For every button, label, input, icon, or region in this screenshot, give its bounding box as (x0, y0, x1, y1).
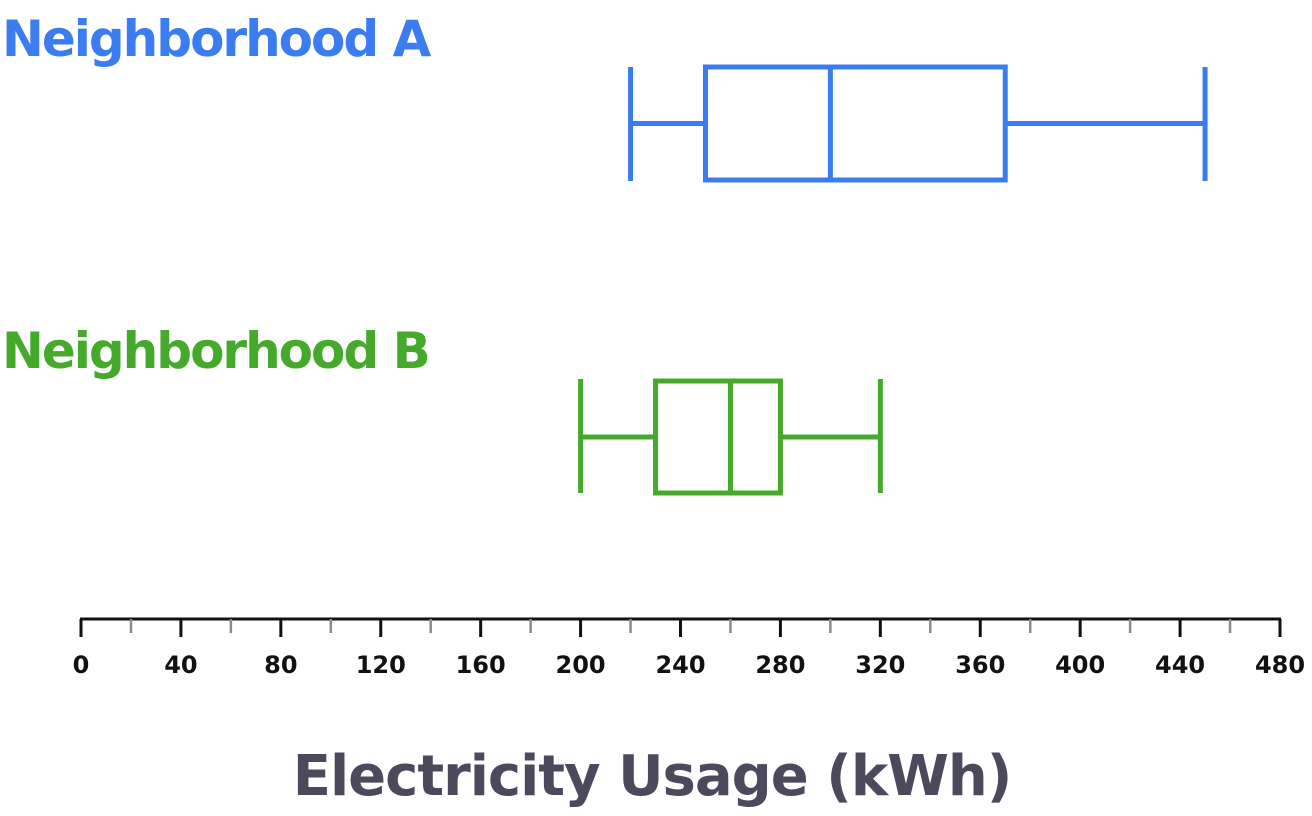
tick-label: 360 (955, 651, 1005, 679)
tick-label: 320 (855, 651, 905, 679)
tick-label: 80 (264, 651, 297, 679)
tick-label: 400 (1055, 651, 1105, 679)
tick-label: 440 (1155, 651, 1205, 679)
series-label-neighborhood-b: Neighborhood B (2, 322, 429, 380)
tick-label: 0 (73, 651, 90, 679)
box-plot-neighborhood-b (578, 378, 883, 496)
x-axis: 0 40 80 120 160 200 240 280 320 360 400 440 480 (73, 617, 1305, 679)
tick-label: 280 (755, 651, 805, 679)
box-plot-neighborhood-a (628, 64, 1208, 183)
iqr-box (702, 64, 1008, 183)
tick-label: 40 (164, 651, 197, 679)
tick-label: 120 (356, 651, 406, 679)
x-axis-title: Electricity Usage (kWh) (293, 744, 1012, 809)
tick-label: 480 (1255, 651, 1305, 679)
tick-label: 160 (456, 651, 506, 679)
iqr-box (653, 378, 783, 496)
tick-label: 200 (556, 651, 606, 679)
tick-label: 240 (655, 651, 705, 679)
series-label-neighborhood-a: Neighborhood A (2, 10, 432, 68)
